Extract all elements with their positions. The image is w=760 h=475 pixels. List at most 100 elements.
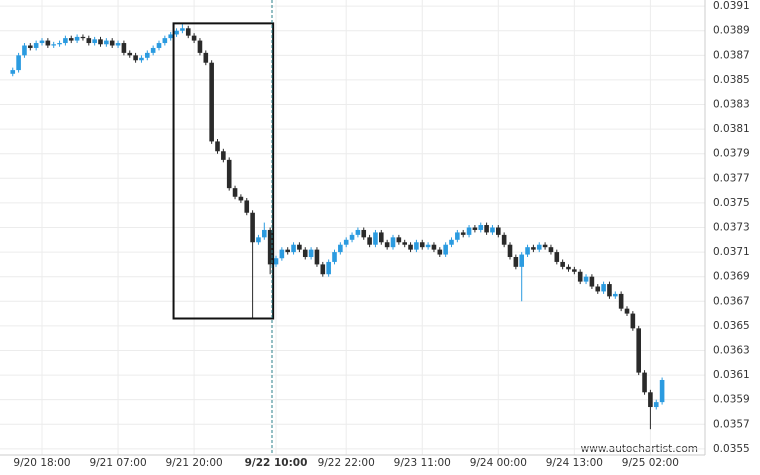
candle-body xyxy=(180,28,185,31)
candle-body xyxy=(525,247,530,255)
candle-body xyxy=(98,39,103,45)
candle-body xyxy=(501,234,507,245)
candle-body xyxy=(513,257,519,267)
candle-body xyxy=(256,237,261,243)
candle-body xyxy=(624,308,630,314)
candle-body xyxy=(133,55,138,61)
candle-body xyxy=(262,229,267,238)
candle-body xyxy=(531,247,536,250)
y-tick-label: 0.0385 xyxy=(713,74,750,86)
candle-body xyxy=(478,225,484,230)
y-tick-label: 0.0359 xyxy=(713,394,750,406)
candle-body xyxy=(402,242,407,245)
candle-body xyxy=(39,40,45,44)
candle-body xyxy=(566,266,571,270)
candle-body xyxy=(115,43,121,46)
y-tick-label: 0.0373 xyxy=(713,222,750,234)
candle-body xyxy=(349,234,355,240)
candle-body xyxy=(390,237,396,248)
x-tick-label: 9/22 10:00 xyxy=(245,457,308,469)
candle-body xyxy=(63,38,68,44)
candle-body xyxy=(384,242,390,248)
candle-body xyxy=(320,264,326,275)
candle-body xyxy=(536,244,542,250)
candle-body xyxy=(484,225,489,233)
y-tick-label: 0.0389 xyxy=(713,25,750,37)
candle-body xyxy=(326,261,331,275)
candle-body xyxy=(577,271,583,282)
candle-body xyxy=(57,43,62,45)
candle-body xyxy=(109,40,115,46)
candle-body xyxy=(33,43,39,48)
candle-body xyxy=(308,249,314,258)
candle-body xyxy=(244,200,250,213)
candle-body xyxy=(431,244,437,250)
candle-body xyxy=(379,232,384,243)
y-tick-label: 0.0355 xyxy=(713,443,750,455)
candle-body xyxy=(267,229,273,265)
candle-body xyxy=(496,227,501,235)
candle-body xyxy=(583,276,589,282)
candle-body xyxy=(191,35,197,41)
candle-body xyxy=(51,44,56,46)
candle-body xyxy=(548,247,554,253)
candle-body xyxy=(361,229,367,238)
x-tick-label: 9/25 02:00 xyxy=(622,457,679,469)
x-tick-label: 9/24 13:00 xyxy=(546,457,603,469)
candle-body xyxy=(659,379,665,403)
candle-body xyxy=(174,30,179,35)
candle-body xyxy=(595,286,601,292)
candle-body xyxy=(653,402,659,408)
candle-body xyxy=(215,141,220,152)
candle-body xyxy=(28,45,33,48)
candle-body xyxy=(332,252,337,262)
x-tick-label: 9/20 18:00 xyxy=(13,457,70,469)
candle-body xyxy=(162,38,168,44)
candle-body xyxy=(139,57,144,61)
candle-body xyxy=(238,196,244,201)
candle-body xyxy=(472,227,478,230)
candle-body xyxy=(572,269,577,272)
candle-body xyxy=(203,52,209,63)
candle-body xyxy=(197,40,203,53)
y-tick-label: 0.0363 xyxy=(713,344,750,356)
x-tick-label: 9/21 07:00 xyxy=(89,457,146,469)
candle-body xyxy=(302,249,308,258)
candle-body xyxy=(232,188,238,197)
candle-body xyxy=(396,237,402,243)
y-tick-label: 0.0377 xyxy=(713,172,750,184)
x-tick-label: 9/23 11:00 xyxy=(394,457,451,469)
candle-body xyxy=(589,276,595,287)
candle-body xyxy=(80,36,86,39)
candle-body xyxy=(16,55,21,71)
candle-body xyxy=(10,70,16,74)
candle-body xyxy=(437,249,443,255)
candle-body xyxy=(127,52,133,56)
y-tick-label: 0.0371 xyxy=(713,246,750,258)
candle-body xyxy=(209,62,214,142)
candle-body xyxy=(150,47,156,53)
candle-body xyxy=(613,293,618,297)
candle-body xyxy=(642,372,647,393)
candle-body xyxy=(279,249,285,259)
candle-body xyxy=(630,313,636,329)
candle-body xyxy=(408,244,413,250)
candle-body xyxy=(314,249,320,265)
candle-body xyxy=(636,328,641,373)
y-tick-label: 0.0387 xyxy=(713,49,750,61)
candle-body xyxy=(86,38,92,44)
candle-body xyxy=(542,244,548,248)
y-tick-label: 0.0369 xyxy=(713,271,750,283)
candle-body xyxy=(45,40,51,46)
y-tick-label: 0.0391 xyxy=(713,0,750,12)
candle-body xyxy=(285,249,290,253)
candle-body xyxy=(449,239,454,245)
candle-body xyxy=(466,227,472,235)
candle-body xyxy=(221,151,226,160)
y-tick-label: 0.0361 xyxy=(713,369,750,381)
candle-body xyxy=(367,237,372,245)
candle-body xyxy=(601,284,606,292)
candle-body xyxy=(68,38,74,41)
candle-body xyxy=(343,239,349,245)
